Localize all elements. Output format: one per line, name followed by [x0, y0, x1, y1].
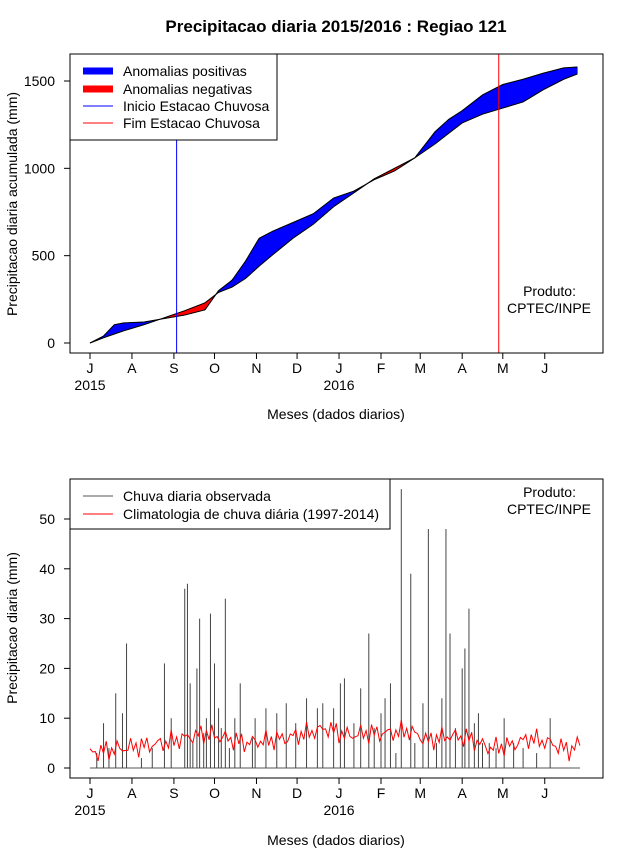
legend-label: Anomalias positivas — [123, 63, 247, 79]
x-tick-label: A — [127, 785, 137, 801]
x-tick-label: N — [251, 360, 261, 376]
x-tick-label: A — [127, 360, 137, 376]
legend: Anomalias positivas Anomalias negativas … — [69, 53, 278, 141]
x-tick-label: F — [377, 785, 386, 801]
legend-label: Climatologia de chuva diária (1997-2014) — [123, 506, 379, 522]
climatology-line — [89, 720, 581, 762]
year-label: 2016 — [323, 377, 354, 393]
y-tick-label: 1500 — [24, 73, 55, 89]
year-label: 2016 — [323, 802, 354, 818]
legend-label: Fim Estacao Chuvosa — [123, 115, 260, 131]
y-tick-label: 500 — [32, 248, 56, 264]
x-tick-label: J — [336, 785, 343, 801]
year-label: 2015 — [74, 802, 105, 818]
y-tick-label: 40 — [39, 561, 55, 577]
legend-label: Inicio Estacao Chuvosa — [123, 98, 270, 114]
legend-box — [69, 478, 391, 530]
x-tick-label: S — [169, 785, 178, 801]
x-tick-label: O — [209, 785, 220, 801]
x-axis-label: Meses (dados diarios) — [267, 406, 405, 422]
product-annotation: Produto: — [523, 283, 576, 299]
cumulative-lines — [89, 66, 578, 344]
x-tick-label: O — [209, 360, 220, 376]
x-tick-label: A — [458, 785, 468, 801]
y-tick-label: 30 — [39, 611, 55, 627]
legend-label: Anomalias negativas — [123, 81, 252, 97]
x-tick-label: M — [497, 360, 509, 376]
observed-cumulative-line — [89, 66, 578, 344]
x-tick-label: J — [87, 785, 94, 801]
y-tick-label: 0 — [47, 335, 55, 351]
y-axis-label: Precipitacao diaria acumulada (mm) — [4, 92, 20, 316]
y-tick-label: 20 — [39, 660, 55, 676]
product-annotation: Produto: — [523, 484, 576, 500]
y-axis: 0 500 1000 1500 — [24, 73, 71, 351]
x-tick-label: J — [87, 360, 94, 376]
legend-label: Chuva diaria observada — [123, 488, 271, 504]
chart-title: Precipitacao diaria 2015/2016 : Regiao 1… — [165, 17, 506, 36]
x-tick-label: S — [169, 360, 178, 376]
x-tick-label: M — [414, 360, 426, 376]
x-tick-label: F — [377, 360, 386, 376]
x-tick-label: J — [541, 785, 548, 801]
climatology-daily-line — [89, 720, 581, 762]
y-tick-label: 50 — [39, 511, 55, 527]
y-tick-label: 10 — [39, 710, 55, 726]
x-tick-label: A — [458, 360, 468, 376]
x-tick-label: N — [251, 785, 261, 801]
climatology-cumulative-line — [89, 73, 578, 344]
product-annotation: CPTEC/INPE — [507, 501, 591, 517]
positive-anomaly-area — [411, 66, 578, 161]
legend: Chuva diaria observada Climatologia de c… — [69, 478, 391, 530]
x-tick-label: M — [497, 785, 509, 801]
x-tick-label: D — [292, 360, 302, 376]
x-tick-label: J — [336, 360, 343, 376]
x-axis-label: Meses (dados diarios) — [267, 832, 405, 848]
year-label: 2015 — [74, 377, 105, 393]
x-tick-label: D — [292, 785, 302, 801]
y-tick-label: 1000 — [24, 160, 55, 176]
product-annotation: CPTEC/INPE — [507, 300, 591, 316]
daily-rain-bars — [90, 489, 580, 769]
y-tick-label: 0 — [47, 760, 55, 776]
x-tick-label: M — [414, 785, 426, 801]
y-axis-label: Precipitacao diaria (mm) — [4, 552, 20, 704]
y-axis: 0 10 20 30 40 50 — [39, 511, 71, 776]
x-tick-label: J — [541, 360, 548, 376]
